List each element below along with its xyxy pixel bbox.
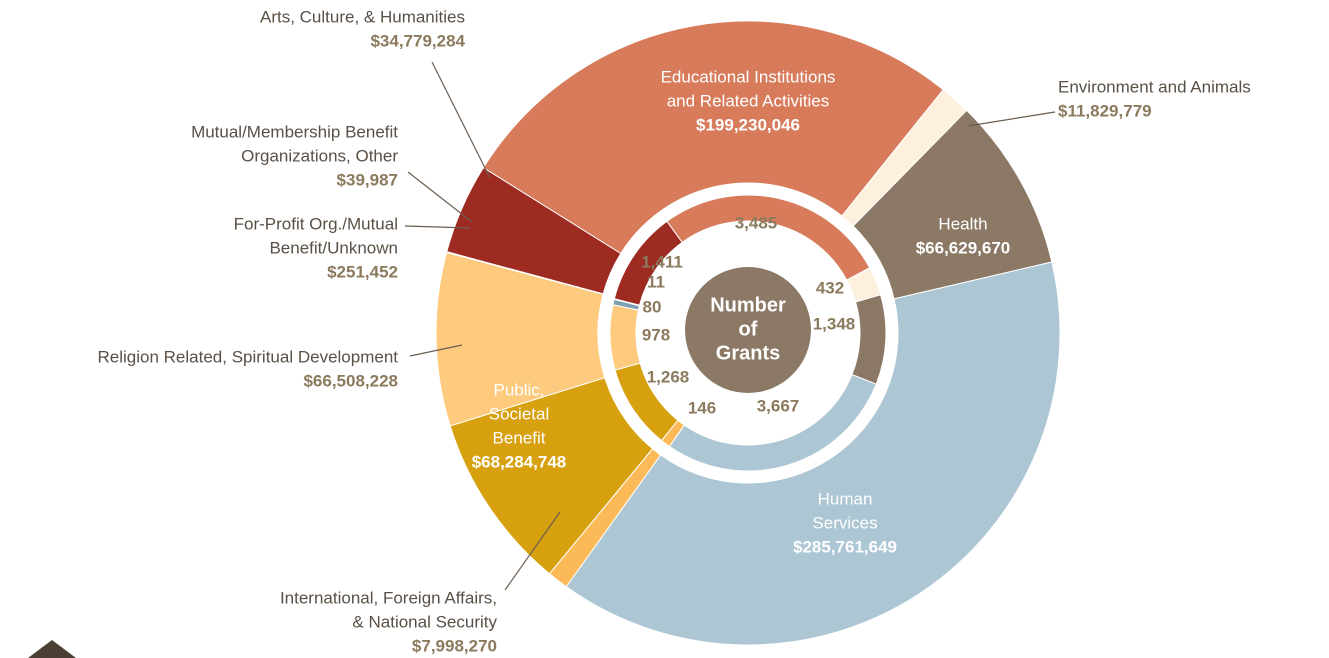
value-label: $285,761,649: [793, 537, 897, 556]
donut-segment: [609, 304, 641, 371]
category-label: Educational Institutions: [661, 67, 836, 86]
value-label: $66,508,228: [303, 371, 398, 390]
grant-count-label: 80: [643, 297, 662, 316]
category-label: and Related Activities: [667, 91, 830, 110]
leader-line: [504, 511, 561, 591]
center-label: Number: [710, 294, 786, 316]
corner-decoration: [28, 640, 76, 658]
category-label: Organizations, Other: [241, 146, 398, 165]
category-label: Benefit: [493, 428, 546, 447]
category-label: Religion Related, Spiritual Development: [98, 347, 399, 366]
center-label: Grants: [716, 342, 780, 364]
grant-count-label: 978: [642, 325, 670, 344]
grant-count-label: 11: [647, 272, 665, 291]
leader-line: [431, 61, 491, 179]
grant-count-label: 146: [688, 398, 716, 417]
value-label: $251,452: [327, 262, 398, 281]
category-label: Societal: [489, 404, 549, 423]
donut-segment: [565, 261, 1061, 646]
leader-line: [404, 225, 471, 229]
grant-count-label: 1,348: [813, 314, 856, 333]
category-label: Human: [818, 489, 873, 508]
donut-segment: [851, 294, 887, 385]
grant-count-label: 1,268: [647, 367, 690, 386]
leader-line: [967, 111, 1056, 127]
grant-count-label: 3,667: [757, 396, 800, 415]
grant-count-label: 1,411: [641, 252, 683, 271]
value-label: $68,284,748: [472, 452, 567, 471]
center-label: of: [739, 318, 758, 340]
category-label: Public,: [493, 380, 544, 399]
value-label: $39,987: [337, 170, 398, 189]
category-label: Mutual/Membership Benefit: [191, 122, 398, 141]
value-label: $66,629,670: [916, 238, 1011, 257]
value-label: $34,779,284: [370, 31, 465, 50]
category-label: Services: [812, 513, 877, 532]
value-label: $7,998,270: [412, 636, 497, 655]
category-label: International, Foreign Affairs,: [280, 588, 497, 607]
leader-line: [407, 171, 473, 223]
donut-segment: [613, 220, 683, 306]
category-label: Benefit/Unknown: [269, 238, 398, 257]
donut-segment: [446, 166, 622, 295]
value-label: $199,230,046: [696, 115, 800, 134]
category-label: Environment and Animals: [1058, 77, 1251, 96]
center-circle: [685, 267, 811, 393]
category-label: & National Security: [352, 612, 497, 631]
category-label: Health: [938, 214, 987, 233]
grant-count-label: 3,485: [735, 213, 778, 232]
donut-segment: [482, 20, 944, 255]
leader-line: [409, 344, 463, 357]
category-label: For-Profit Org./Mutual: [234, 214, 398, 233]
grant-count-label: 432: [816, 278, 844, 297]
value-label: $11,829,779: [1058, 101, 1152, 120]
category-label: Arts, Culture, & Humanities: [260, 7, 465, 26]
